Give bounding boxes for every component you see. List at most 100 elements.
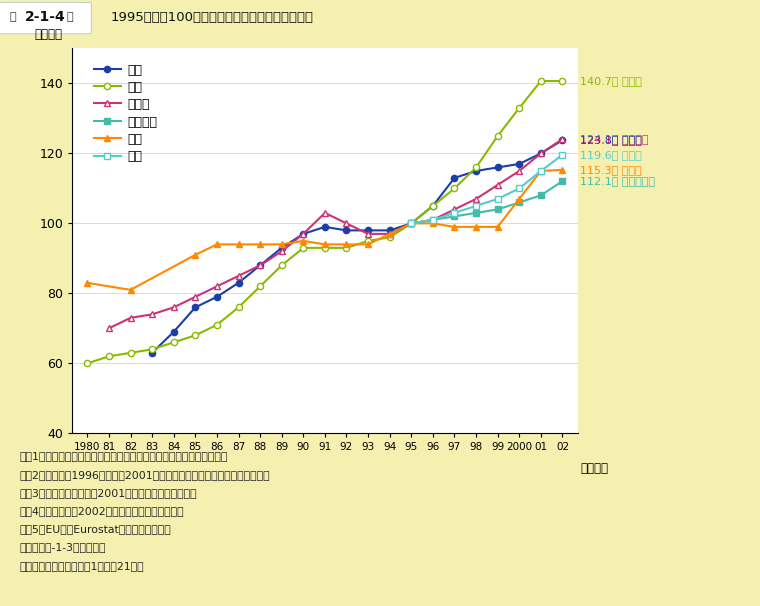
- 英国: [537, 167, 546, 175]
- フランス: [558, 178, 567, 185]
- Text: 112.1（ フランス）: 112.1（ フランス）: [580, 176, 655, 186]
- 日本: [363, 227, 372, 234]
- 英国: [234, 241, 243, 248]
- Text: （指数）: （指数）: [34, 28, 62, 41]
- フランス: [429, 216, 438, 224]
- 米国: [429, 202, 438, 210]
- 英国: [515, 195, 524, 202]
- 英国: [277, 241, 287, 248]
- 英国: [558, 166, 567, 173]
- Text: 2-1-4: 2-1-4: [25, 10, 66, 24]
- 米国: [342, 244, 351, 251]
- ドイツ: [471, 195, 480, 202]
- ドイツ: [299, 230, 308, 238]
- ドイツ: [234, 272, 243, 279]
- 英国: [429, 220, 438, 227]
- FancyBboxPatch shape: [0, 2, 91, 34]
- ドイツ: [450, 206, 459, 213]
- 英国: [320, 241, 329, 248]
- ＥＵ: [537, 167, 546, 175]
- ＥＵ: [407, 220, 416, 227]
- ドイツ: [537, 150, 546, 157]
- 米国: [558, 78, 567, 85]
- Text: 1995年度を100とした主要国の実質研究費の推移: 1995年度を100とした主要国の実質研究費の推移: [110, 11, 313, 24]
- Text: 図: 図: [67, 13, 74, 22]
- ドイツ: [407, 220, 416, 227]
- 日本: [234, 279, 243, 287]
- 米国: [191, 331, 200, 339]
- ドイツ: [126, 315, 135, 322]
- ドイツ: [342, 220, 351, 227]
- 英国: [363, 241, 372, 248]
- 米国: [471, 164, 480, 171]
- フランス: [537, 191, 546, 199]
- 日本: [407, 220, 416, 227]
- 日本: [429, 202, 438, 210]
- 日本: [299, 230, 308, 238]
- 米国: [299, 244, 308, 251]
- 英国: [126, 286, 135, 293]
- ドイツ: [191, 293, 200, 301]
- 日本: [169, 328, 179, 336]
- ドイツ: [212, 283, 221, 290]
- 米国: [363, 238, 372, 245]
- 英国: [407, 220, 416, 227]
- フランス: [407, 220, 416, 227]
- 米国: [83, 360, 92, 367]
- Text: 資料：第２-1-3図に同じ。: 資料：第２-1-3図に同じ。: [19, 542, 106, 553]
- ドイツ: [147, 311, 157, 318]
- 英国: [385, 230, 394, 238]
- Text: 5．EUは、Eurostatの推計値である。: 5．EUは、Eurostatの推計値である。: [19, 524, 171, 534]
- 英国: [83, 279, 92, 287]
- Text: （年度）: （年度）: [580, 462, 608, 475]
- ＥＵ: [493, 195, 502, 202]
- Text: 4．フランスの2002年度の値は暫定値である。: 4．フランスの2002年度の値は暫定値である。: [19, 506, 184, 516]
- Line: フランス: フランス: [408, 178, 565, 227]
- ドイツ: [320, 209, 329, 216]
- 米国: [255, 283, 264, 290]
- 英国: [299, 238, 308, 245]
- ドイツ: [493, 181, 502, 188]
- ドイツ: [429, 216, 438, 224]
- ドイツ: [515, 167, 524, 175]
- 英国: [342, 241, 351, 248]
- 米国: [277, 262, 287, 269]
- 日本: [147, 349, 157, 356]
- ＥＵ: [558, 151, 567, 158]
- Text: 115.3（ 英国）: 115.3（ 英国）: [580, 165, 641, 175]
- Text: 第: 第: [9, 13, 16, 22]
- Text: 124.1（ ドイツ）: 124.1（ ドイツ）: [580, 134, 648, 144]
- フランス: [515, 199, 524, 206]
- 日本: [191, 304, 200, 311]
- 米国: [537, 78, 546, 85]
- 日本: [515, 161, 524, 168]
- Text: 2．日本は、1996年度及び2001年度に調査対象産業が追加されている。: 2．日本は、1996年度及び2001年度に調査対象産業が追加されている。: [19, 470, 270, 480]
- 米国: [450, 185, 459, 192]
- 米国: [212, 321, 221, 328]
- Line: ドイツ: ドイツ: [106, 136, 566, 332]
- 日本: [385, 227, 394, 234]
- Line: 日本: 日本: [149, 137, 565, 356]
- 米国: [169, 339, 179, 346]
- ドイツ: [255, 262, 264, 269]
- 米国: [104, 353, 113, 360]
- 米国: [493, 132, 502, 139]
- ＥＵ: [450, 209, 459, 216]
- Text: 119.6（ ＥＵ）: 119.6（ ＥＵ）: [580, 150, 642, 160]
- Text: 3．米国は暦年の値で2001年以降は暫定値である。: 3．米国は暦年の値で2001年以降は暫定値である。: [19, 488, 197, 498]
- Text: （参照：付属資料３．（1）、（21））: （参照：付属資料３．（1）、（21））: [19, 561, 144, 571]
- 日本: [320, 223, 329, 230]
- 米国: [126, 349, 135, 356]
- 日本: [558, 136, 567, 144]
- フランス: [493, 206, 502, 213]
- 米国: [407, 220, 416, 227]
- ドイツ: [104, 325, 113, 332]
- Line: 米国: 米国: [84, 78, 565, 367]
- 英国: [450, 223, 459, 230]
- Line: 英国: 英国: [84, 167, 566, 293]
- ドイツ: [169, 304, 179, 311]
- 米国: [515, 104, 524, 112]
- Text: 140.7（ 米国）: 140.7（ 米国）: [580, 76, 642, 86]
- 英国: [493, 223, 502, 230]
- ＥＵ: [515, 185, 524, 192]
